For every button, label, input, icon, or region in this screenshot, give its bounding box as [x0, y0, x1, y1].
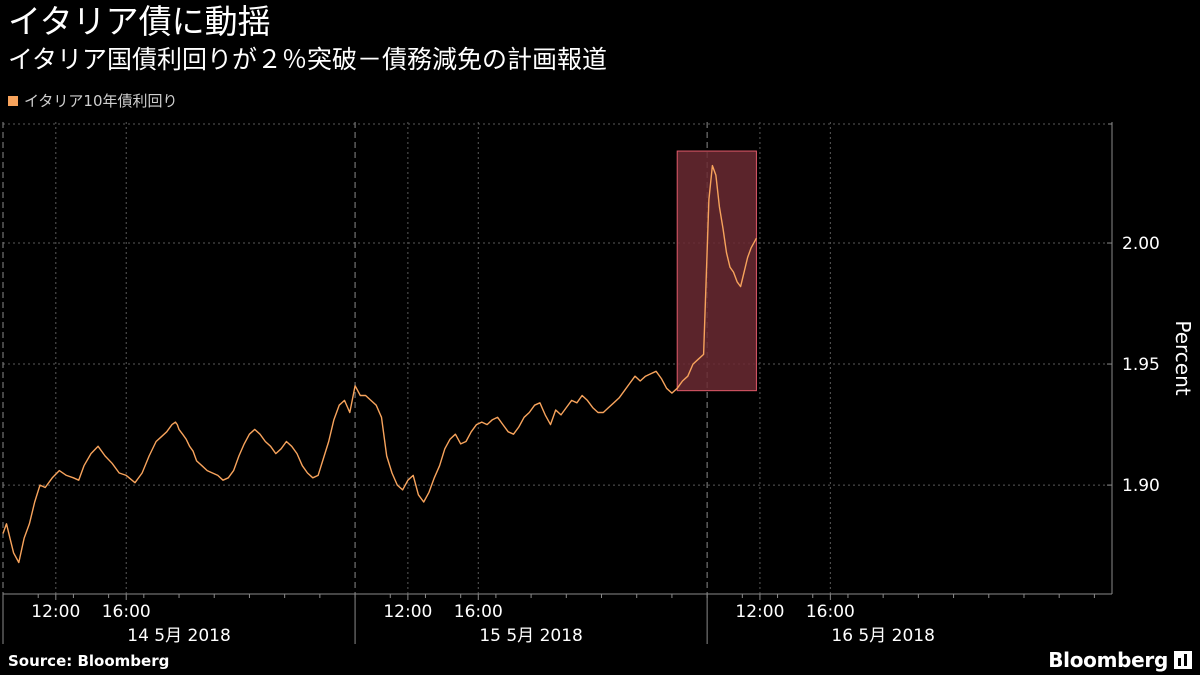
chart-subtitle: イタリア国債利回りが２％突破－債務減免の計画報道 — [8, 45, 608, 74]
day-label: 16 5月 2018 — [831, 626, 935, 646]
brand-logo: Bloomberg — [1048, 648, 1168, 672]
chart-title: イタリア債に動揺 — [8, 2, 271, 41]
y-tick-label: 2.00 — [1122, 234, 1160, 254]
x-tick-label: 16:00 — [454, 602, 503, 622]
bloomberg-chart-icon — [1174, 651, 1192, 669]
day-label: 14 5月 2018 — [127, 626, 231, 646]
source-note: Source: Bloomberg — [8, 652, 170, 670]
x-tick-label: 16:00 — [806, 602, 855, 622]
legend-label: イタリア10年債利回り — [24, 92, 178, 110]
x-tick-label: 16:00 — [102, 602, 151, 622]
series-line — [2, 164, 758, 564]
x-tick-label: 12:00 — [383, 602, 432, 622]
x-tick-label: 12:00 — [735, 602, 784, 622]
legend-swatch — [8, 96, 18, 106]
day-label: 15 5月 2018 — [479, 626, 583, 646]
y-axis-label: Percent — [1171, 320, 1195, 395]
legend: イタリア10年債利回り — [8, 91, 178, 111]
y-tick-label: 1.90 — [1122, 476, 1160, 496]
y-tick-label: 1.95 — [1122, 355, 1160, 375]
highlight-box — [676, 150, 757, 392]
x-tick-label: 12:00 — [31, 602, 80, 622]
